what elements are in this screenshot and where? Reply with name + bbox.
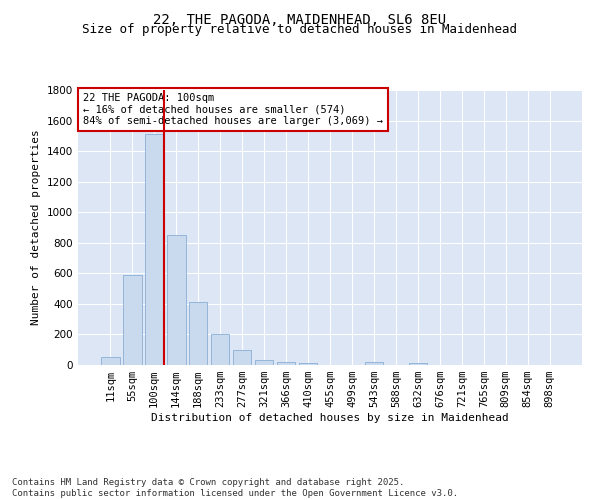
Bar: [189, 302, 208, 365]
Text: 22 THE PAGODA: 100sqm
← 16% of detached houses are smaller (574)
84% of semi-det: 22 THE PAGODA: 100sqm ← 16% of detached …: [83, 92, 383, 126]
Bar: [211, 334, 229, 365]
Text: 22, THE PAGODA, MAIDENHEAD, SL6 8EU: 22, THE PAGODA, MAIDENHEAD, SL6 8EU: [154, 12, 446, 26]
Text: Contains HM Land Registry data © Crown copyright and database right 2025.
Contai: Contains HM Land Registry data © Crown c…: [12, 478, 458, 498]
Bar: [409, 362, 427, 365]
Bar: [277, 362, 295, 365]
Text: Size of property relative to detached houses in Maidenhead: Size of property relative to detached ho…: [83, 22, 517, 36]
Bar: [167, 235, 185, 365]
Bar: [233, 350, 251, 365]
Bar: [101, 358, 119, 365]
Bar: [123, 275, 142, 365]
Y-axis label: Number of detached properties: Number of detached properties: [31, 130, 41, 326]
X-axis label: Distribution of detached houses by size in Maidenhead: Distribution of detached houses by size …: [151, 413, 509, 423]
Bar: [365, 362, 383, 365]
Bar: [299, 362, 317, 365]
Bar: [145, 134, 164, 365]
Bar: [255, 360, 274, 365]
